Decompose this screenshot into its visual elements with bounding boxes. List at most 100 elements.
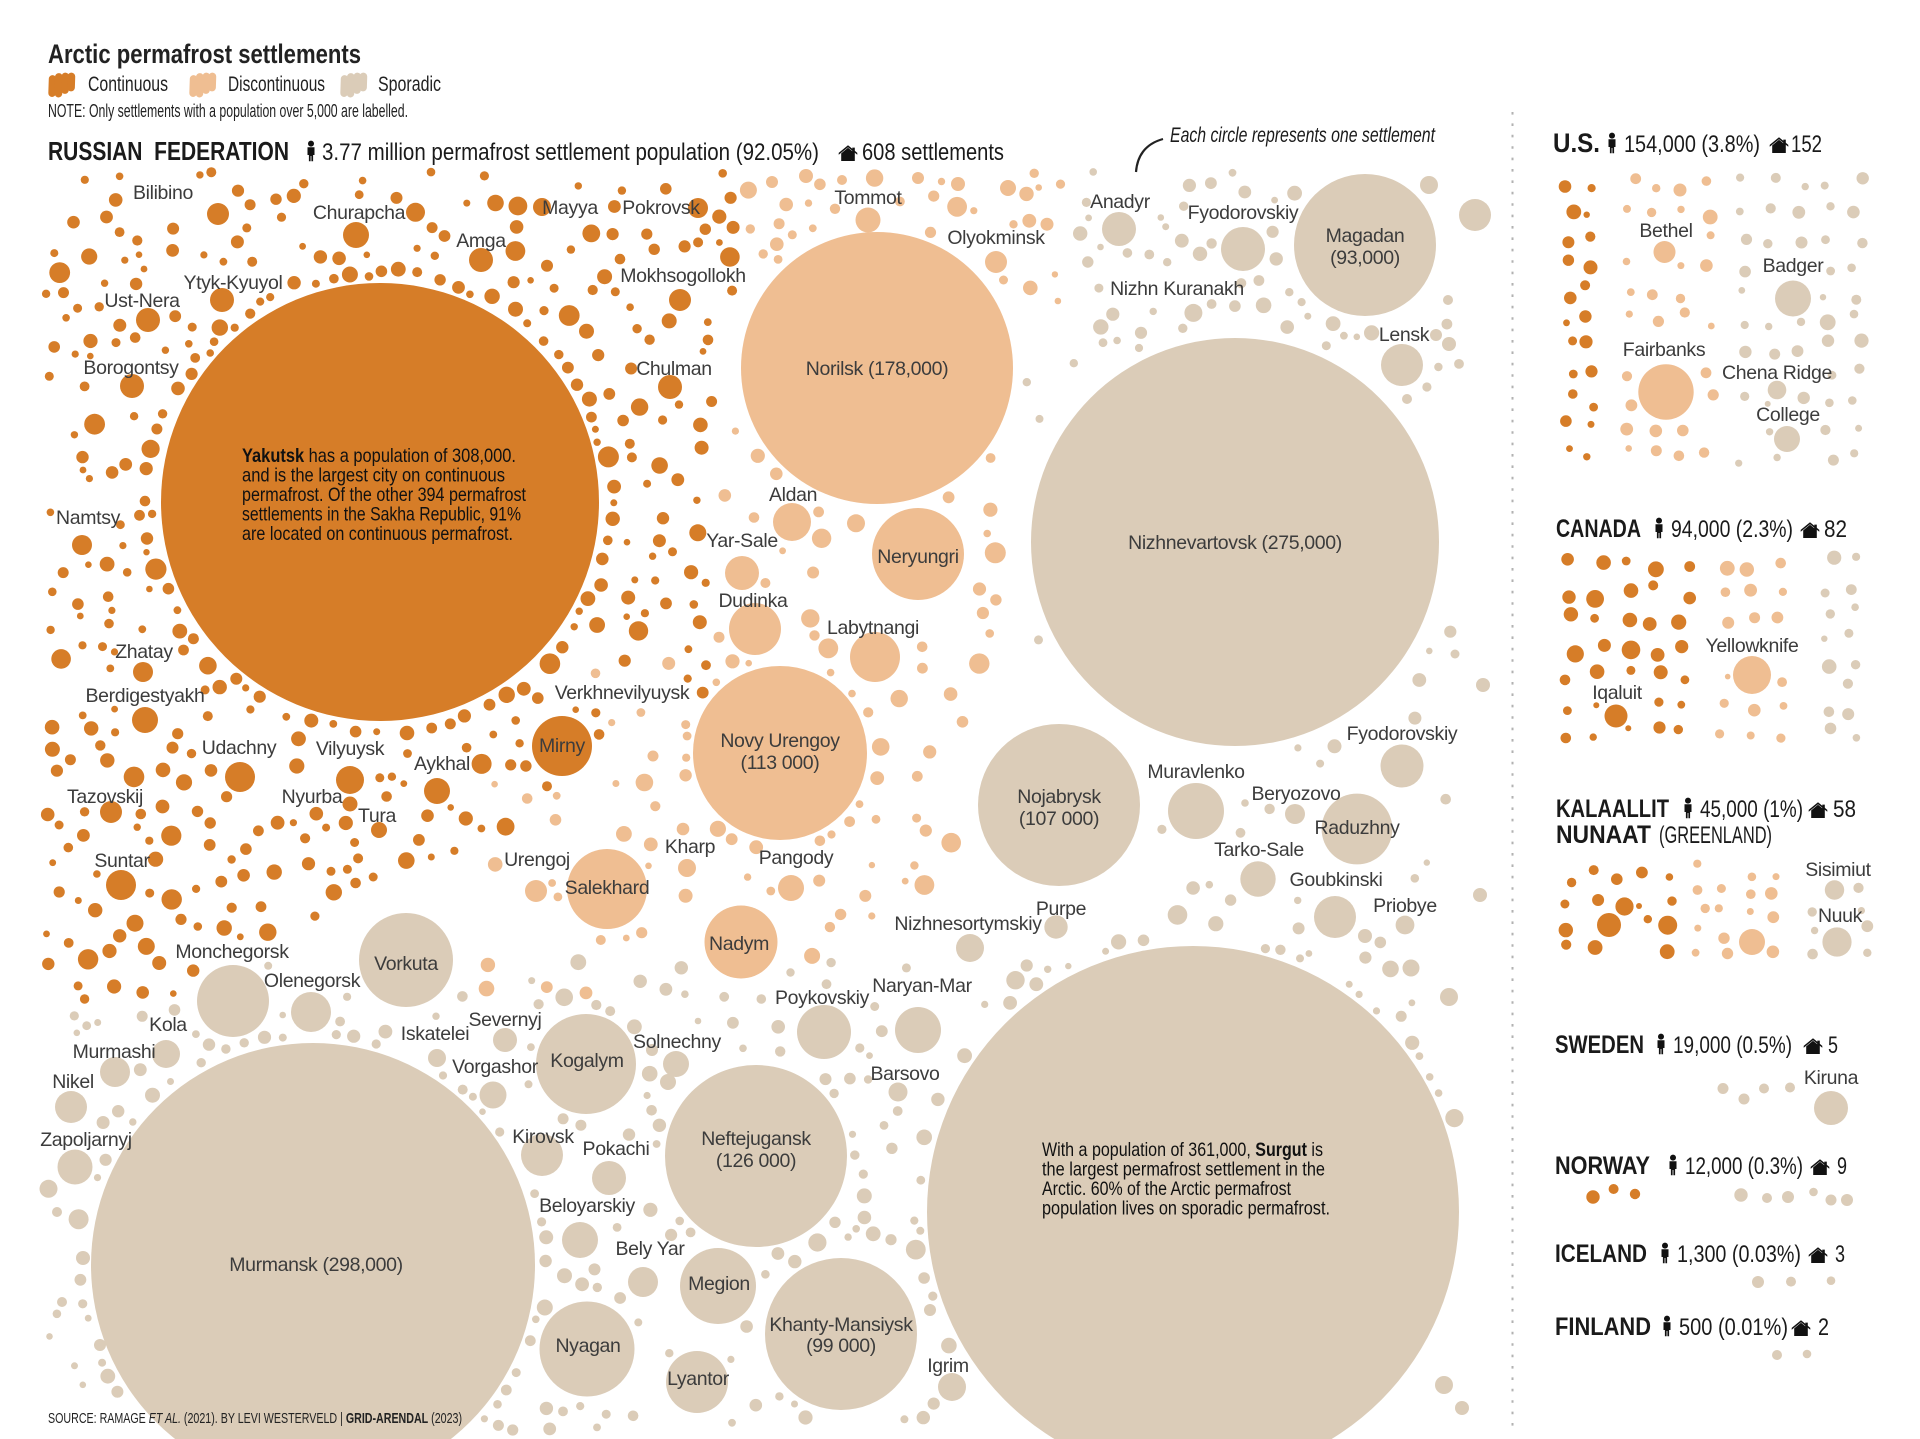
svg-text:CANADA: CANADA: [1556, 515, 1641, 543]
svg-text:Verkhnevilyuysk: Verkhnevilyuysk: [555, 682, 690, 704]
svg-text:settlements in the Sakha Repub: settlements in the Sakha Republic, 91%: [242, 504, 521, 526]
svg-text:Nizhn Kuranakh: Nizhn Kuranakh: [1110, 278, 1244, 300]
svg-text:NUNAAT: NUNAAT: [1556, 821, 1651, 849]
svg-text:Namtsy: Namtsy: [56, 507, 121, 529]
svg-text:Muravlenko: Muravlenko: [1147, 761, 1245, 783]
svg-text:Aldan: Aldan: [769, 484, 817, 506]
svg-text:Solnechny: Solnechny: [633, 1031, 722, 1053]
svg-text:Zhatay: Zhatay: [115, 641, 173, 663]
svg-text:(99 000): (99 000): [806, 1335, 876, 1357]
svg-text:Pokrovsk: Pokrovsk: [622, 197, 700, 219]
svg-text:608 settlements: 608 settlements: [862, 139, 1004, 166]
svg-text:Novy Urengoy: Novy Urengoy: [720, 730, 840, 752]
svg-text:Tura: Tura: [358, 805, 396, 827]
svg-text:Magadan: Magadan: [1326, 225, 1405, 247]
svg-text:Olenegorsk: Olenegorsk: [264, 970, 361, 992]
svg-text:82: 82: [1824, 516, 1847, 543]
svg-text:SWEDEN: SWEDEN: [1555, 1031, 1644, 1059]
svg-text:Tarko-Sale: Tarko-Sale: [1214, 839, 1304, 861]
svg-text:Goubkinski: Goubkinski: [1290, 869, 1383, 891]
svg-text:Raduzhny: Raduzhny: [1314, 817, 1400, 839]
svg-text:Iskatelei: Iskatelei: [401, 1023, 469, 1045]
svg-text:Fyodorovskiy: Fyodorovskiy: [1347, 723, 1458, 745]
svg-text:Sisimiut: Sisimiut: [1805, 859, 1871, 881]
svg-text:Naryan-Mar: Naryan-Mar: [872, 975, 972, 997]
svg-text:500 (0.01%): 500 (0.01%): [1679, 1314, 1788, 1341]
svg-text:Mokhsogollokh: Mokhsogollokh: [620, 265, 746, 287]
svg-text:SOURCE: RAMAGE ET AL. (2021).: SOURCE: RAMAGE ET AL. (2021). BY LEVI WE…: [48, 1410, 462, 1427]
svg-text:Berdigestyakh: Berdigestyakh: [85, 685, 204, 707]
svg-text:Anadyr: Anadyr: [1090, 191, 1151, 213]
svg-text:Badger: Badger: [1763, 255, 1825, 277]
svg-text:19,000 (0.5%): 19,000 (0.5%): [1673, 1032, 1792, 1059]
svg-text:Bilibino: Bilibino: [133, 182, 194, 204]
svg-text:Vorkuta: Vorkuta: [374, 953, 438, 975]
svg-text:Vilyuysk: Vilyuysk: [316, 738, 385, 760]
svg-text:Salekhard: Salekhard: [565, 877, 650, 899]
svg-text:(107 000): (107 000): [1019, 808, 1099, 830]
svg-text:Nuuk: Nuuk: [1818, 905, 1863, 927]
svg-text:(126 000): (126 000): [716, 1150, 796, 1172]
svg-text:KALAALLIT: KALAALLIT: [1556, 795, 1669, 823]
svg-text:Urengoj: Urengoj: [504, 849, 570, 871]
svg-text:(GREENLAND): (GREENLAND): [1659, 822, 1772, 849]
svg-text:Each circle represents one set: Each circle represents one settlement: [1170, 124, 1436, 147]
svg-text:Ust-Nera: Ust-Nera: [104, 290, 180, 312]
svg-text:Tommot: Tommot: [834, 187, 902, 209]
svg-text:NOTE: Only settlements with a: NOTE: Only settlements with a population…: [48, 101, 408, 121]
svg-text:Pangody: Pangody: [759, 847, 834, 869]
svg-text:population lives on sporadic p: population lives on sporadic permafrost.: [1042, 1198, 1330, 1220]
svg-text:3.77 million permafrost settle: 3.77 million permafrost settlement popul…: [322, 139, 819, 166]
svg-text:3: 3: [1835, 1241, 1845, 1268]
svg-text:1,300 (0.03%): 1,300 (0.03%): [1677, 1241, 1801, 1268]
svg-text:Churapcha: Churapcha: [313, 202, 406, 224]
svg-text:Continuous: Continuous: [88, 73, 168, 96]
svg-text:Udachny: Udachny: [202, 737, 277, 759]
svg-text:Kirovsk: Kirovsk: [512, 1126, 574, 1148]
svg-text:94,000 (2.3%): 94,000 (2.3%): [1671, 516, 1793, 543]
svg-text:Neftejugansk: Neftejugansk: [701, 1128, 811, 1150]
svg-text:Beloyarskiy: Beloyarskiy: [539, 1195, 635, 1217]
svg-text:Kiruna: Kiruna: [1804, 1067, 1859, 1089]
svg-text:Monchegorsk: Monchegorsk: [175, 941, 289, 963]
svg-text:Beryozovo: Beryozovo: [1252, 783, 1341, 805]
svg-text:Priobye: Priobye: [1373, 895, 1437, 917]
svg-text:Nyagan: Nyagan: [555, 1335, 620, 1357]
svg-text:Amga: Amga: [456, 230, 506, 252]
svg-text:Severnyj: Severnyj: [468, 1009, 541, 1031]
svg-text:Ytyk-Kyuyol: Ytyk-Kyuyol: [183, 272, 282, 294]
svg-text:Neryungri: Neryungri: [877, 546, 958, 568]
svg-text:Dudinka: Dudinka: [718, 590, 788, 612]
svg-text:Pokachi: Pokachi: [583, 1138, 650, 1160]
svg-text:Igrim: Igrim: [927, 1355, 969, 1377]
svg-text:ICELAND: ICELAND: [1555, 1240, 1647, 1268]
svg-text:Yellowknife: Yellowknife: [1706, 635, 1799, 657]
svg-text:Fairbanks: Fairbanks: [1623, 339, 1706, 361]
svg-text:Bethel: Bethel: [1639, 220, 1692, 242]
svg-text:Murmansk (298,000): Murmansk (298,000): [229, 1254, 403, 1276]
svg-text:Sporadic: Sporadic: [378, 73, 441, 96]
svg-text:Aykhal: Aykhal: [414, 753, 470, 775]
svg-text:(93,000): (93,000): [1330, 247, 1400, 269]
svg-text:College: College: [1756, 404, 1820, 426]
svg-text:Chena Ridge: Chena Ridge: [1722, 362, 1832, 384]
svg-text:58: 58: [1833, 796, 1856, 823]
svg-text:Nizhnesortymskiy: Nizhnesortymskiy: [894, 913, 1042, 935]
svg-text:Nizhnevartovsk (275,000): Nizhnevartovsk (275,000): [1128, 532, 1342, 554]
svg-text:Purpe: Purpe: [1036, 898, 1086, 920]
svg-text:Tazovskij: Tazovskij: [67, 786, 143, 808]
svg-text:Kharp: Kharp: [665, 836, 716, 858]
svg-text:Nyurba: Nyurba: [282, 786, 343, 808]
svg-text:Mayya: Mayya: [542, 197, 598, 219]
svg-text:Zapoljarnyj: Zapoljarnyj: [40, 1129, 132, 1151]
svg-text:permafrost. Of the other 394 p: permafrost. Of the other 394 permafrost: [242, 484, 526, 506]
svg-text:Yar-Sale: Yar-Sale: [706, 530, 778, 552]
svg-text:45,000 (1%): 45,000 (1%): [1700, 796, 1803, 823]
svg-text:Khanty-Mansiysk: Khanty-Mansiysk: [769, 1314, 913, 1336]
svg-text:and is the largest city on con: and is the largest city on continuous: [242, 465, 505, 487]
svg-text:Poykovskiy: Poykovskiy: [775, 987, 870, 1009]
svg-text:(113 000): (113 000): [741, 752, 820, 774]
svg-text:Lensk: Lensk: [1379, 324, 1430, 346]
svg-text:Chulman: Chulman: [636, 358, 712, 380]
svg-text:Fyodorovskiy: Fyodorovskiy: [1188, 202, 1299, 224]
